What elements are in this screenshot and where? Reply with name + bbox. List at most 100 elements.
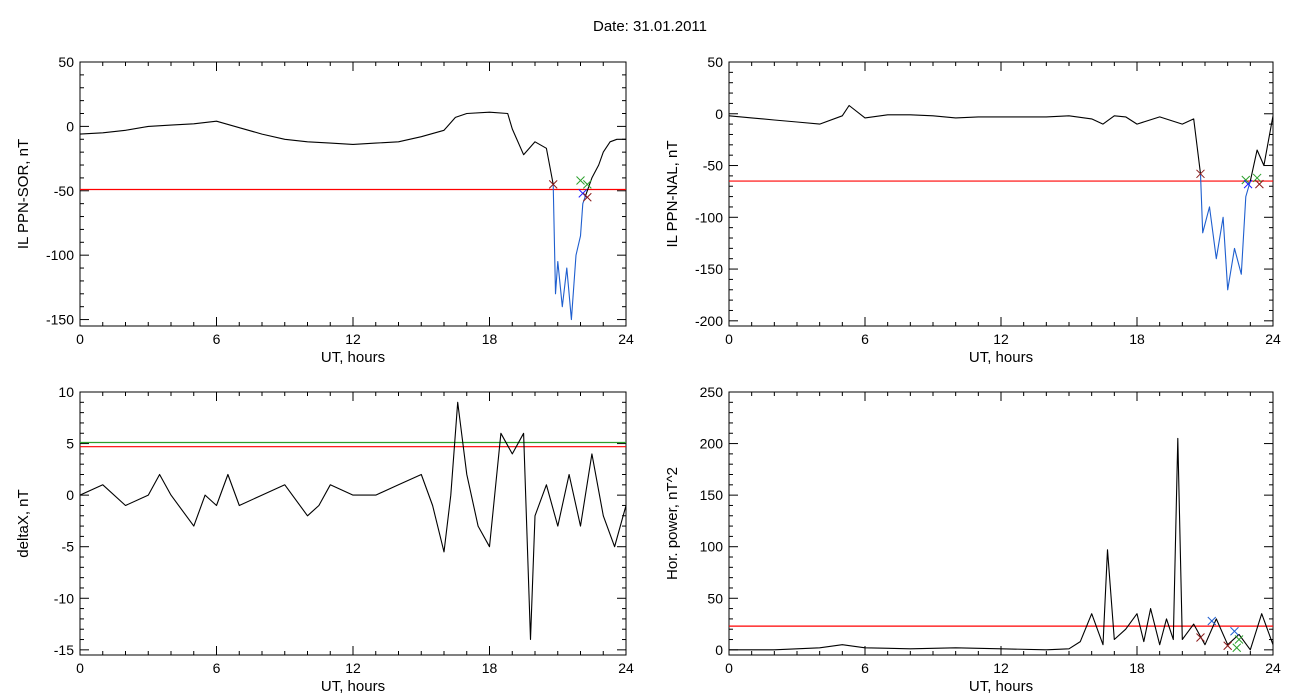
y-tick-label: -150 [46, 312, 74, 328]
y-tick-label: -100 [695, 209, 723, 225]
x-tick-label: 12 [345, 660, 361, 676]
y-tick-label: 250 [700, 384, 724, 400]
y-axis-label: IL PPN-SOR, nT [15, 139, 32, 249]
event-marker-stroke-b [1207, 616, 1217, 626]
x-tick-label: 0 [725, 331, 733, 347]
series-line-2 [552, 184, 586, 321]
plot-data-area [729, 437, 1273, 653]
x-tick-label: 6 [213, 660, 221, 676]
plot-data-area [80, 401, 626, 641]
x-tick-label: 12 [993, 660, 1009, 676]
y-tick-label: 0 [715, 106, 723, 122]
event-marker [582, 179, 592, 189]
event-marker [1232, 643, 1242, 653]
x-tick-label: 24 [1265, 331, 1281, 347]
figure-title: Date: 31.01.2011 [593, 18, 707, 35]
y-tick-label: 0 [715, 642, 723, 658]
series-line-1 [80, 111, 554, 185]
x-tick-label: 24 [1265, 660, 1281, 676]
x-axis-label: UT, hours [321, 678, 385, 695]
x-tick-label: 6 [213, 331, 221, 347]
event-marker [1252, 173, 1262, 183]
x-tick-label: 18 [1129, 660, 1145, 676]
x-tick-label: 6 [861, 331, 869, 347]
x-tick-label: 24 [618, 331, 634, 347]
event-marker-stroke-b [1241, 175, 1251, 185]
event-marker [582, 192, 592, 202]
x-tick-label: 0 [76, 660, 84, 676]
chart-panel-3: 0 6 12 18 24 -15 -10 -5 0 5 10 UT, hours deltaX, nT [15, 384, 634, 695]
event-marker-stroke-b [578, 189, 588, 198]
event-marker-stroke-b [548, 179, 558, 189]
event-marker [1243, 179, 1253, 189]
x-tick-label: 18 [482, 660, 498, 676]
event-marker [1196, 633, 1205, 642]
event-marker [1255, 179, 1264, 189]
event-marker-stroke-b [1230, 626, 1239, 636]
y-tick-label: -10 [54, 590, 74, 606]
x-tick-label: 0 [76, 331, 84, 347]
event-marker-stroke-b [582, 179, 592, 189]
plot-frame [79, 391, 627, 656]
series-line-1 [729, 104, 1202, 174]
y-tick-label: -150 [695, 261, 723, 277]
event-marker-stroke-b [1223, 641, 1233, 651]
x-tick-label: 18 [482, 331, 498, 347]
event-marker-stroke-b [1196, 633, 1205, 642]
y-tick-label: -5 [62, 539, 75, 555]
x-tick-label: 0 [725, 660, 733, 676]
x-axis-label: UT, hours [969, 678, 1033, 695]
y-tick-label: 150 [700, 487, 724, 503]
event-marker-stroke-b [1234, 635, 1244, 644]
y-tick-label: 50 [58, 54, 74, 70]
plot-data-area [729, 104, 1273, 291]
y-tick-label: 5 [66, 436, 74, 452]
x-axis-label: UT, hours [321, 349, 385, 366]
x-tick-label: 12 [345, 331, 361, 347]
y-tick-label: 200 [700, 436, 724, 452]
x-tick-label: 24 [618, 660, 634, 676]
event-marker [1223, 641, 1233, 651]
y-tick-label: -50 [703, 158, 723, 174]
y-tick-label: -200 [695, 313, 723, 329]
y-tick-label: 50 [707, 54, 723, 70]
event-marker [1207, 616, 1217, 626]
event-marker-stroke-b [1196, 169, 1205, 179]
event-marker [576, 176, 585, 185]
series-line-3 [584, 138, 626, 198]
y-tick-label: 10 [58, 384, 74, 400]
y-tick-label: -50 [54, 183, 74, 199]
event-marker [548, 179, 558, 189]
event-marker-stroke-b [1243, 179, 1253, 189]
chart-panel-1: 0 6 12 18 24 -150 -100 -50 0 50 UT, hours IL PPN-SO… [15, 54, 634, 366]
chart-panel-2: 0 6 12 18 24 -200 -150 -100 -50 0 50 UT, hours IL PP… [664, 54, 1281, 366]
event-marker [1230, 626, 1239, 636]
event-marker-stroke-b [1255, 179, 1264, 189]
series-line-1 [729, 437, 1273, 651]
series-line-3 [1249, 115, 1273, 182]
x-tick-label: 6 [861, 660, 869, 676]
event-marker-stroke-b [582, 192, 592, 202]
series-line-1 [80, 401, 626, 641]
y-tick-label: -15 [54, 642, 74, 658]
x-tick-label: 18 [1129, 331, 1145, 347]
plot-frame [728, 61, 1274, 327]
chart-panel-4: 0 6 12 18 24 0 50 100 150 200 250 UT, hours Hor. pow… [664, 384, 1281, 695]
x-tick-label: 12 [993, 331, 1009, 347]
y-tick-label: 100 [700, 539, 724, 555]
y-tick-label: -100 [46, 247, 74, 263]
event-marker [1241, 175, 1251, 185]
event-marker [1234, 635, 1244, 644]
event-marker [1196, 169, 1205, 179]
x-axis-label: UT, hours [969, 349, 1033, 366]
plot-data-area [80, 111, 626, 321]
event-marker-stroke-b [576, 176, 585, 185]
y-axis-label: deltaX, nT [15, 489, 32, 557]
event-marker-stroke-b [1232, 643, 1242, 653]
plot-frame [728, 391, 1274, 656]
series-line-2 [1199, 173, 1251, 291]
y-axis-label: Hor. power, nT^2 [664, 467, 681, 580]
y-tick-label: 50 [707, 590, 723, 606]
plot-frame [79, 61, 627, 327]
